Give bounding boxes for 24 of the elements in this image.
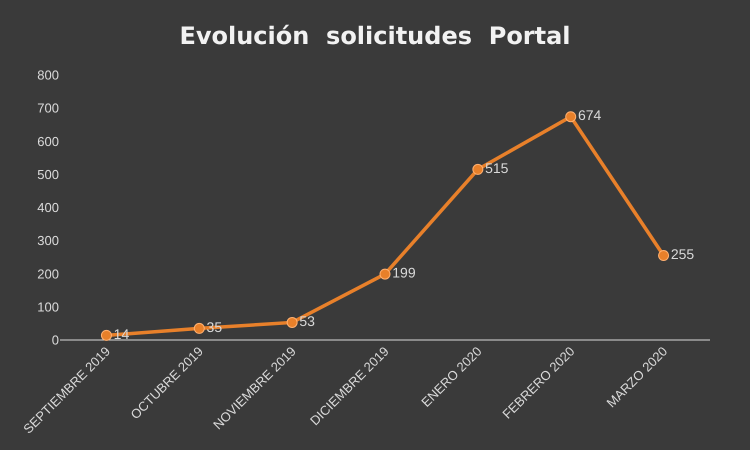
chart-title: Evolución solicitudes Portal — [179, 22, 571, 50]
y-tick-label: 300 — [37, 233, 59, 248]
y-tick-label: 600 — [37, 134, 59, 149]
point — [472, 164, 484, 175]
point — [380, 268, 390, 280]
data-label: 199 — [392, 264, 416, 281]
data-label: 53 — [299, 312, 316, 329]
point — [565, 111, 576, 122]
y-tick-label: 0 — [52, 332, 59, 348]
point — [286, 316, 298, 328]
y-tick-label: 800 — [37, 68, 59, 83]
data-label: 515 — [485, 160, 509, 176]
y-tick-label: 100 — [37, 299, 59, 314]
data-label: 14 — [114, 326, 130, 342]
y-tick-label: 200 — [37, 266, 59, 282]
y-tick-label: 500 — [37, 166, 59, 182]
y-tick-label: 700 — [37, 100, 59, 116]
data-label: 35 — [206, 318, 222, 335]
point — [658, 250, 670, 262]
data-label: 255 — [670, 246, 694, 262]
y-tick-label: 400 — [37, 200, 59, 216]
point — [194, 322, 205, 334]
data-label: 674 — [578, 107, 602, 124]
point — [100, 330, 112, 341]
